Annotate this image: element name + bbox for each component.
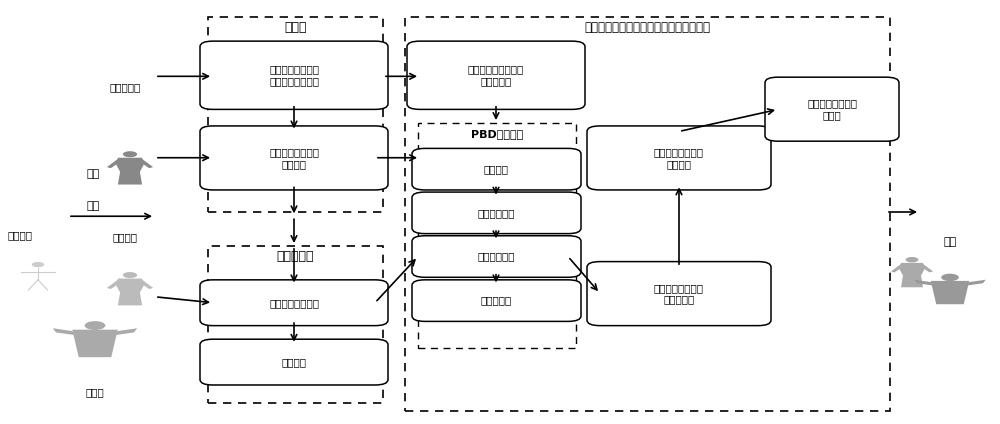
Circle shape <box>32 262 44 267</box>
FancyBboxPatch shape <box>412 280 581 321</box>
Polygon shape <box>931 281 969 304</box>
FancyBboxPatch shape <box>407 41 585 109</box>
Text: 计算网格上每个顶
点的权重: 计算网格上每个顶 点的权重 <box>269 147 319 169</box>
Circle shape <box>85 321 105 330</box>
Text: 更新表面网格上顶
点的位置: 更新表面网格上顶 点的位置 <box>654 147 704 169</box>
Text: 骨骼模型: 骨骼模型 <box>8 230 32 240</box>
Polygon shape <box>966 280 986 286</box>
Polygon shape <box>53 328 76 335</box>
Text: 绑定: 绑定 <box>86 201 100 211</box>
Polygon shape <box>72 330 118 357</box>
FancyBboxPatch shape <box>765 77 899 141</box>
Polygon shape <box>900 263 924 287</box>
Circle shape <box>123 151 137 157</box>
Text: 能量保持约束: 能量保持约束 <box>478 251 515 262</box>
Text: 绑定: 绑定 <box>86 169 100 179</box>
Polygon shape <box>139 159 153 168</box>
Text: 更新四面体网格上
顶点的位置: 更新四面体网格上 顶点的位置 <box>654 283 704 304</box>
Text: 自碰撞约束: 自碰撞约束 <box>481 296 512 306</box>
Text: 计算双谐调距离场: 计算双谐调距离场 <box>269 298 319 308</box>
FancyBboxPatch shape <box>200 339 388 385</box>
Circle shape <box>123 272 137 278</box>
FancyBboxPatch shape <box>587 126 771 190</box>
FancyBboxPatch shape <box>412 236 581 277</box>
Polygon shape <box>107 159 121 168</box>
Text: 体积保持约束: 体积保持约束 <box>478 208 515 218</box>
Text: 表面网格: 表面网格 <box>112 232 138 243</box>
Text: PBD迭代过程: PBD迭代过程 <box>471 128 523 139</box>
Text: 四面体网格: 四面体网格 <box>109 82 141 92</box>
Text: 权重重定位: 权重重定位 <box>277 250 314 263</box>
FancyBboxPatch shape <box>587 262 771 326</box>
FancyBboxPatch shape <box>412 148 581 190</box>
Text: 初始化位置动力学
模型中的几何约束: 初始化位置动力学 模型中的几何约束 <box>269 64 319 86</box>
Polygon shape <box>116 158 144 184</box>
Text: 表面网格的拉普拉
斯平滑: 表面网格的拉普拉 斯平滑 <box>807 98 857 120</box>
Polygon shape <box>920 264 933 273</box>
Text: 输出: 输出 <box>943 237 957 247</box>
Polygon shape <box>891 264 904 273</box>
Circle shape <box>941 273 959 281</box>
Polygon shape <box>114 328 137 335</box>
Text: 基于扩展位置动力学的线性混合蒙皮技术: 基于扩展位置动力学的线性混合蒙皮技术 <box>584 21 710 34</box>
Polygon shape <box>914 280 934 286</box>
Polygon shape <box>116 279 144 305</box>
Text: 权重转移: 权重转移 <box>282 357 306 367</box>
FancyBboxPatch shape <box>412 192 581 234</box>
Text: 初始化: 初始化 <box>284 21 307 34</box>
FancyBboxPatch shape <box>200 41 388 109</box>
Text: 线性混合蒙皮方法实
现网格变形: 线性混合蒙皮方法实 现网格变形 <box>468 64 524 86</box>
Text: 新模型: 新模型 <box>86 387 104 397</box>
Text: 拉伸约束: 拉伸约束 <box>484 164 509 174</box>
FancyBboxPatch shape <box>200 280 388 326</box>
Polygon shape <box>139 280 153 289</box>
FancyBboxPatch shape <box>200 126 388 190</box>
Circle shape <box>906 257 918 262</box>
Polygon shape <box>107 280 121 289</box>
